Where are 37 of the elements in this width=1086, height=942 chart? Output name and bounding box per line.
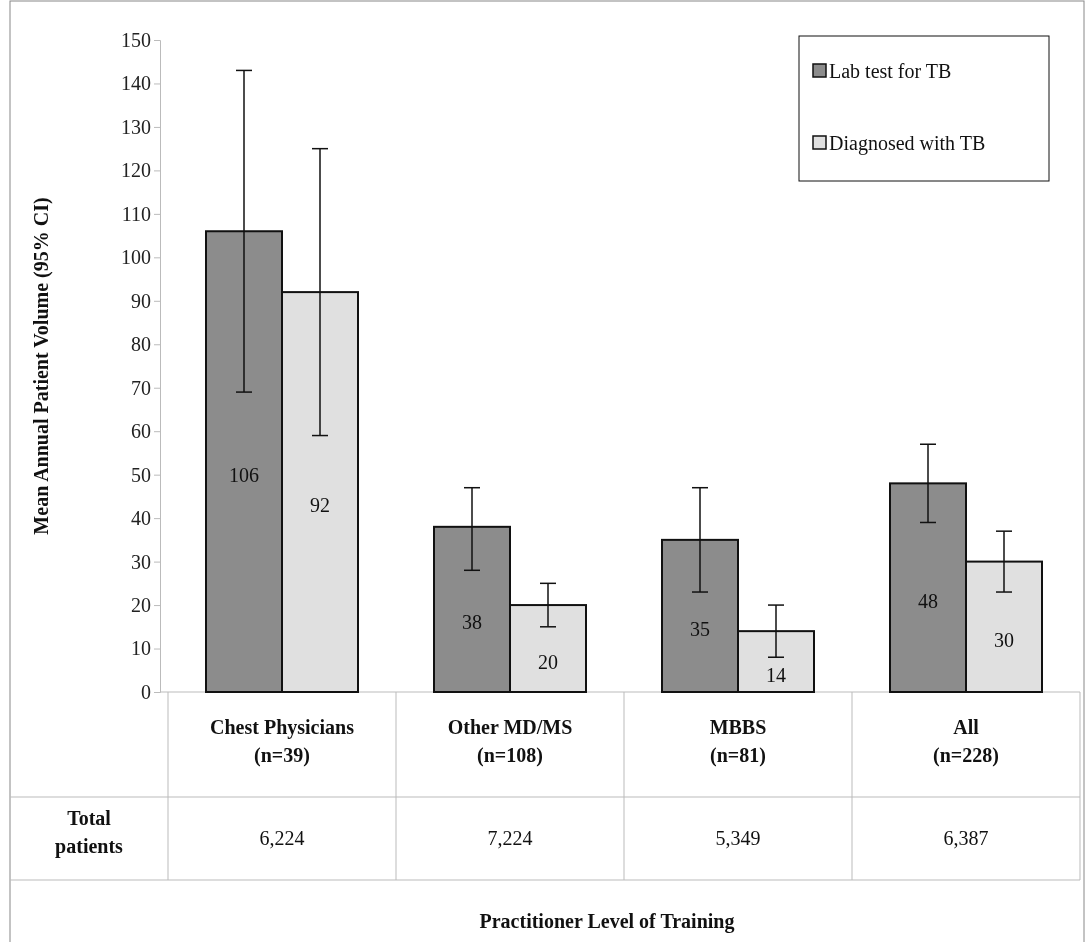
y-tick-label: 150 [121, 28, 151, 51]
x-tick-label: MBBS (n=81) [709, 716, 767, 767]
y-axis-title: Mean Annual Patient Volume (95% CI) [30, 197, 53, 535]
y-tick-label: 120 [121, 159, 151, 182]
y-tick-label: 30 [131, 550, 151, 573]
data-label: 92 [310, 494, 330, 517]
data-label: 14 [766, 663, 786, 686]
data-label: 106 [229, 463, 259, 486]
y-tick-label: 40 [131, 507, 151, 530]
data-label: 48 [918, 589, 938, 612]
y-tick-label: 130 [121, 115, 151, 138]
y-tick-label: 90 [131, 289, 151, 312]
data-label: 35 [690, 617, 710, 640]
text: 6,387 [943, 827, 989, 849]
y-tick-label: 140 [121, 72, 151, 95]
data-label: 20 [538, 650, 558, 673]
legend-label: Diagnosed with TB [829, 132, 986, 155]
data-label: 38 [462, 611, 482, 634]
text: 6,224 [259, 827, 305, 849]
legend-label: Lab test for TB [829, 60, 952, 82]
data-label: 30 [994, 628, 1014, 651]
x-tick-label: Other MD/MS (n=108) [447, 716, 573, 767]
y-tick-label: 80 [131, 333, 151, 356]
y-tick-label: 110 [121, 202, 151, 225]
y-tick-label: 60 [131, 420, 151, 443]
text: Total patients [55, 807, 124, 858]
y-tick-label: 10 [131, 637, 151, 660]
y-tick-label: 50 [131, 463, 151, 486]
text: 7,224 [487, 827, 533, 849]
x-tick-label: Chest Physicians (n=39) [210, 716, 355, 767]
y-tick-label: 100 [121, 246, 151, 269]
y-tick-label: 0 [141, 680, 151, 703]
x-tick-label: All (n=228) [933, 716, 999, 767]
y-tick-label: 20 [131, 593, 151, 616]
text: 5,349 [715, 827, 761, 849]
y-tick-label: 70 [131, 376, 151, 399]
text: Practitioner Level of Training [479, 910, 735, 933]
